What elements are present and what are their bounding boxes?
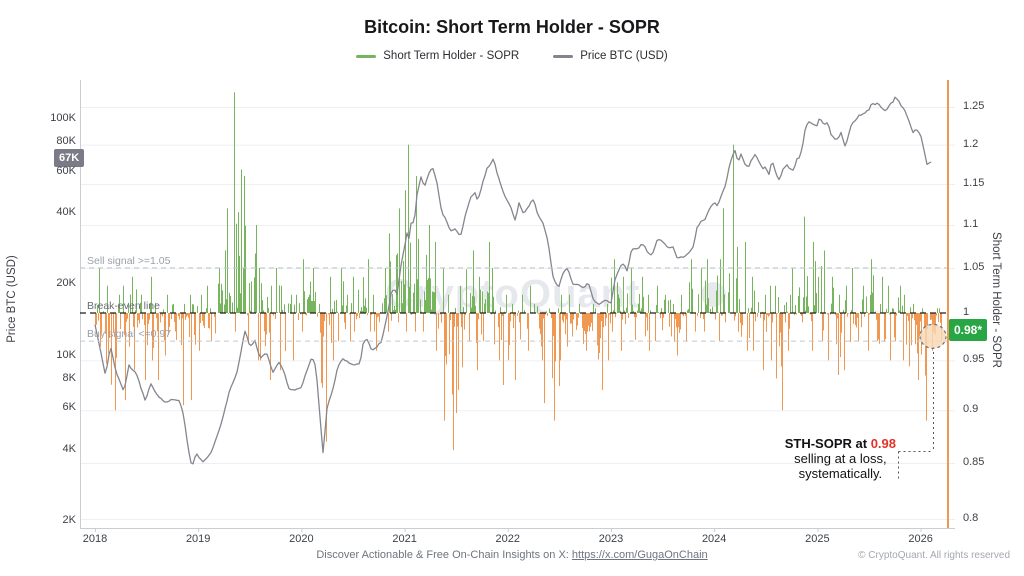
footer-link[interactable]: https://x.com/GugaOnChain — [571, 549, 708, 561]
right-axis-tick: 0.8 — [963, 512, 979, 525]
x-axis-year-label: 2019 — [185, 533, 211, 545]
left-axis-tick: 8K — [62, 371, 76, 384]
left-axis-title: Price BTC (USD) — [6, 255, 18, 343]
annotation-value: 0.98 — [870, 436, 896, 451]
x-axis-year-label: 2018 — [82, 533, 108, 545]
right-axis-tick: 0.85 — [963, 456, 985, 469]
footer-text: Discover Actionable & Free On-Chain Insi… — [316, 549, 572, 561]
annotation-line3: systematically. — [798, 466, 883, 481]
right-axis-tick: 0.9 — [963, 403, 979, 416]
x-axis-year-label: 2021 — [392, 533, 417, 545]
left-axis-tick: 100K — [50, 112, 76, 125]
right-axis-tick: 1 — [963, 306, 970, 318]
copyright-notice: © CryptoQuant. All rights reserved — [858, 550, 1010, 561]
right-axis-tick: 1.05 — [963, 260, 985, 273]
annotation-line2: selling at a loss, — [794, 451, 887, 466]
left-axis-tick: 6K — [62, 401, 76, 414]
left-axis-tick: 60K — [56, 164, 76, 177]
x-axis-year-label: 2023 — [598, 533, 624, 545]
sell-signal-label: Sell signal >=1.05 — [87, 255, 171, 267]
break-even-label: Break-even line — [87, 300, 160, 312]
left-axis-tick: 10K — [56, 348, 76, 361]
left-axis-tick: 80K — [56, 134, 76, 147]
latest-price-badge: 67K — [54, 149, 85, 168]
x-axis-year-label: 2020 — [289, 533, 314, 545]
right-axis-tick: 1.2 — [963, 137, 979, 150]
left-axis-tick: 40K — [56, 206, 76, 219]
right-axis-tick: 1.1 — [963, 217, 979, 230]
footer-promo: Discover Actionable & Free On-Chain Insi… — [0, 549, 1024, 561]
left-axis-tick: 20K — [56, 277, 76, 290]
right-axis-tick: 1.15 — [963, 176, 985, 189]
x-axis-year-label: 2024 — [701, 533, 727, 545]
left-axis-tick: 4K — [62, 442, 76, 455]
x-axis-year-label: 2022 — [495, 533, 521, 545]
left-axis-tick: 2K — [62, 514, 76, 526]
right-axis-tick: 0.95 — [963, 353, 985, 366]
right-axis-tick: 1.25 — [963, 99, 985, 112]
x-axis-year-label: 2026 — [908, 533, 933, 545]
buy-signal-label: Buy signal <=0.97 — [87, 328, 172, 340]
right-axis-title: Short Term Holder - SOPR — [990, 232, 1002, 368]
annotation-text: STH-SOPR at — [784, 436, 871, 451]
annotation-callout: STH-SOPR at 0.98 selling at a loss, syst… — [785, 436, 896, 481]
latest-sopr-badge: 0.98* — [949, 318, 988, 341]
x-axis-year-label: 2025 — [805, 533, 830, 545]
